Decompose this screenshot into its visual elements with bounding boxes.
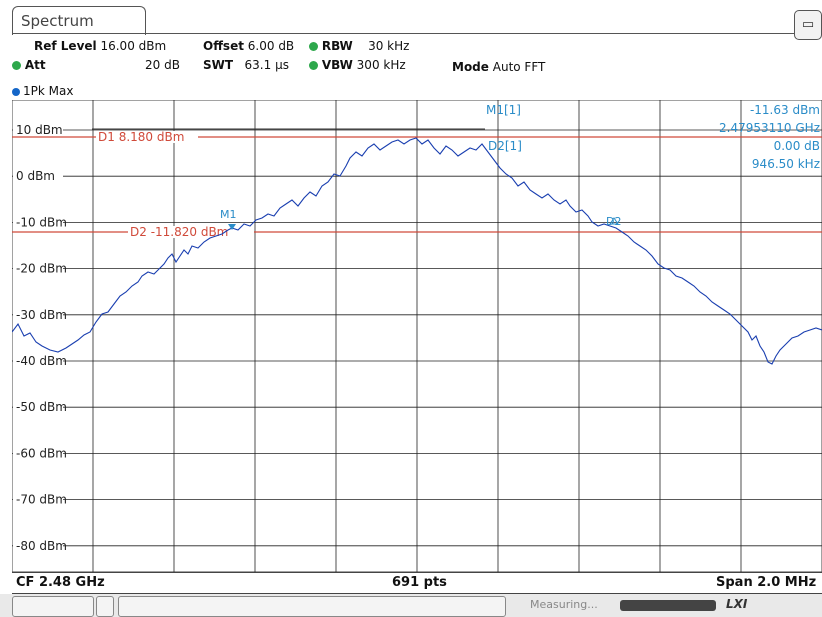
- marker-m1[interactable]: [228, 224, 236, 230]
- spectrum-tab-label: Spectrum: [21, 12, 94, 30]
- y-tick-label-bg: [13, 538, 63, 553]
- d2-label-bg: [128, 226, 254, 238]
- d1-label: D1 8.180 dBm: [98, 130, 184, 144]
- lxi-icon: LXI: [726, 597, 748, 611]
- y-tick-label: -60 dBm: [16, 446, 67, 460]
- y-tick-label: -70 dBm: [16, 493, 67, 507]
- vbw-setting: VBW 300 kHz: [309, 58, 406, 72]
- d2-readout-level: 0.00 dB: [774, 139, 820, 153]
- y-tick-label: -10 dBm: [16, 215, 67, 229]
- y-tick-label-bg: [13, 261, 63, 276]
- display-icon[interactable]: ▭: [794, 10, 822, 40]
- grid: [12, 100, 822, 572]
- tab-divider: [12, 33, 822, 34]
- sweep-progress-bar: [620, 600, 716, 611]
- y-tick-label-bg: [13, 400, 63, 415]
- y-tick-label-bg: [13, 123, 63, 137]
- y-tick-label: -40 dBm: [16, 354, 67, 368]
- att-value: 20 dB: [145, 58, 180, 72]
- marker-d2[interactable]: [609, 217, 619, 225]
- vbw-coupled-indicator: [309, 61, 318, 70]
- y-tick-label: -30 dBm: [16, 308, 67, 322]
- y-tick-label: -80 dBm: [16, 539, 67, 553]
- d2-label: D2 -11.820 dBm: [130, 225, 228, 239]
- trace-dot-icon: [12, 88, 20, 96]
- status-message-box: [118, 596, 506, 617]
- swt-setting: SWT 63.1 µs: [203, 58, 289, 72]
- sweep-points: 691 pts: [392, 575, 447, 590]
- status-bar: Measuring... LXI: [0, 594, 822, 617]
- y-tick-label-bg: [13, 446, 63, 461]
- spectrum-plot[interactable]: 10 dBm 0 dBm -10 dBm -20 dBm -30 dBm -40 dBm -…: [12, 100, 822, 572]
- spectrum-tab[interactable]: Spectrum: [12, 6, 146, 35]
- m1-readout-level: -11.63 dBm: [750, 103, 820, 117]
- marker-m1-label: M1: [220, 208, 237, 221]
- y-tick-label-bg: [13, 169, 63, 184]
- y-tick-label: -20 dBm: [16, 262, 67, 276]
- span: Span 2.0 MHz: [716, 575, 817, 590]
- y-tick-label-bg: [13, 307, 63, 322]
- d2-readout-freq: 946.50 kHz: [752, 157, 820, 171]
- att-coupled-indicator: [12, 61, 21, 70]
- y-tick-label-bg: [13, 492, 63, 507]
- trace-label: 1Pk Max: [12, 84, 73, 98]
- m1-readout-freq: 2.47953110 GHz: [719, 121, 820, 135]
- status-box-2[interactable]: [96, 596, 114, 617]
- rbw-setting: RBW 30 kHz: [309, 39, 409, 53]
- d2-readout-label: D2[1]: [488, 139, 522, 153]
- y-tick-label-bg: [13, 354, 63, 368]
- mode-setting: Mode Auto FFT: [452, 60, 546, 74]
- y-tick-label: 0 dBm: [16, 169, 55, 183]
- y-tick-label: -50 dBm: [16, 400, 67, 414]
- center-frequency: CF 2.48 GHz: [16, 575, 105, 590]
- y-tick-label: 10 dBm: [16, 123, 63, 137]
- trace-1: [12, 137, 822, 365]
- offset-setting: Offset 6.00 dB: [203, 39, 295, 53]
- m1-readout-label: M1[1]: [486, 103, 521, 117]
- footer-bar: CF 2.48 GHz 691 pts Span 2.0 MHz: [12, 572, 822, 594]
- d1-label-bg: [96, 131, 198, 143]
- y-axis-labels: 10 dBm 0 dBm -10 dBm -20 dBm -30 dBm -40 dBm -…: [13, 123, 67, 553]
- y-tick-label-bg: [13, 215, 63, 230]
- att-setting: Att: [12, 58, 46, 72]
- measuring-status: Measuring...: [530, 598, 598, 611]
- status-box-1[interactable]: [12, 596, 94, 617]
- rbw-coupled-indicator: [309, 42, 318, 51]
- marker-d2-label: D2: [606, 215, 621, 228]
- ref-level-setting: Ref Level 16.00 dBm: [34, 39, 167, 53]
